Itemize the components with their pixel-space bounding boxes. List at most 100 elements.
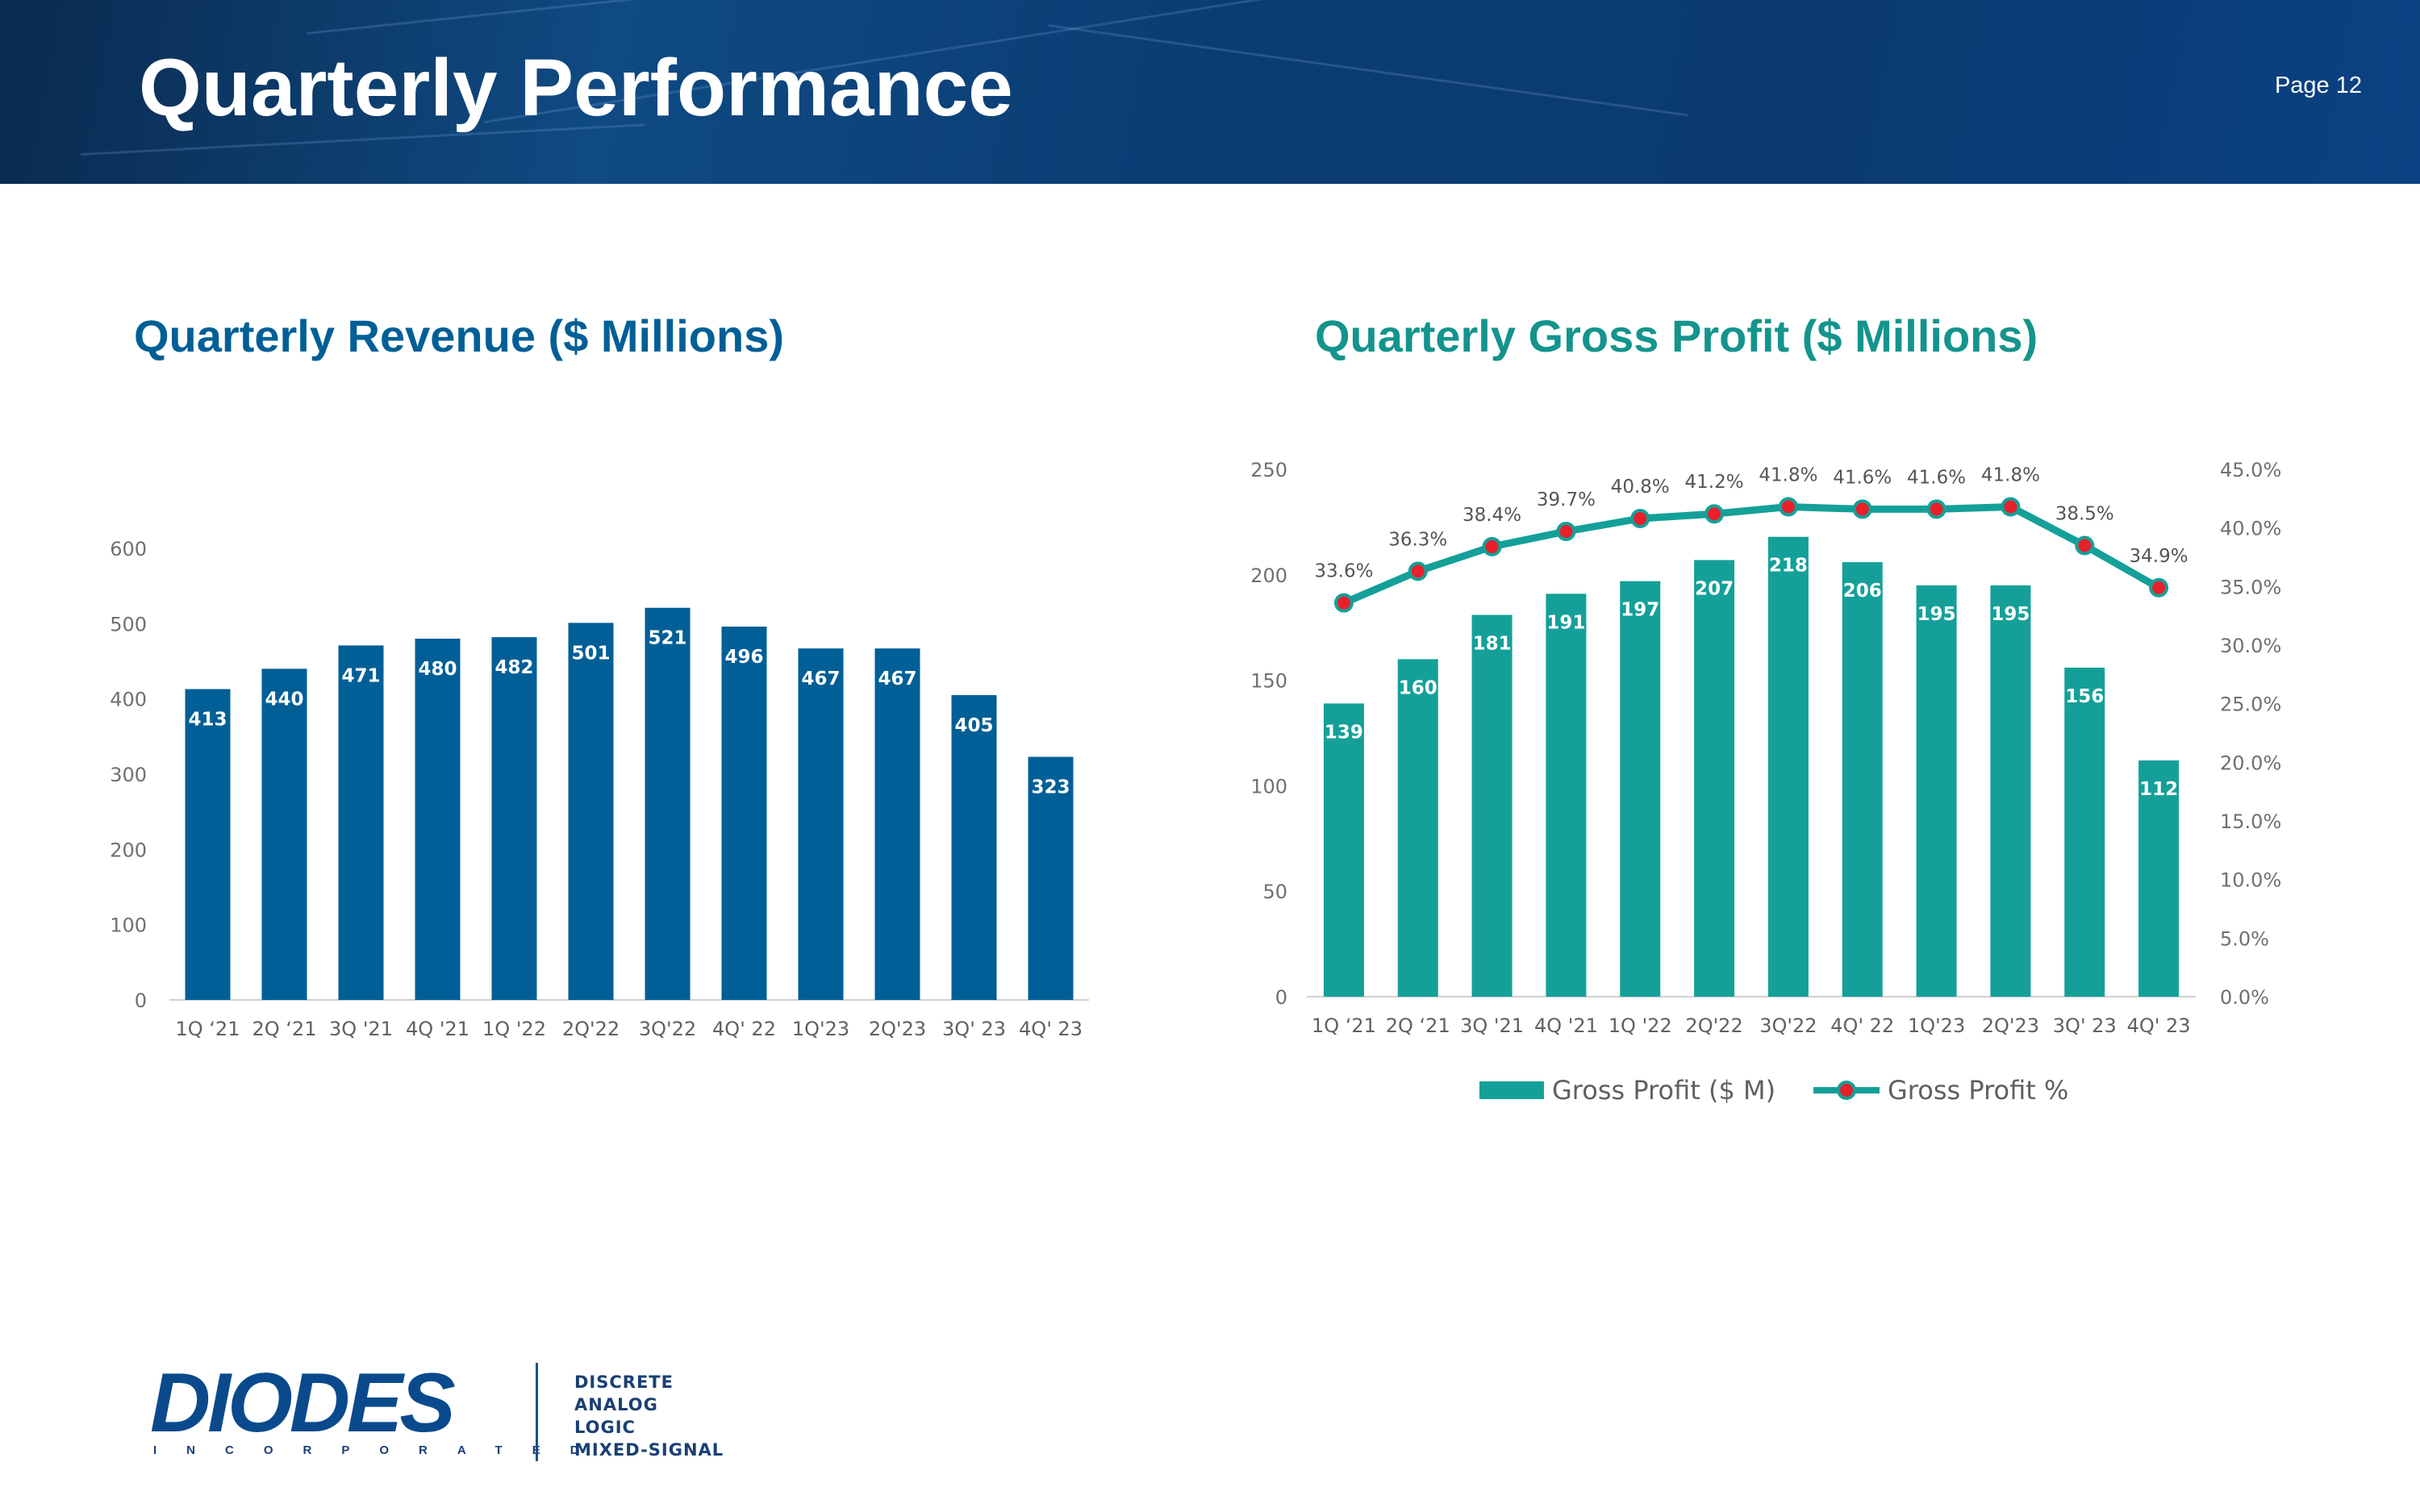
gp-y2-tick-label: 20.0% <box>2220 752 2281 774</box>
gp-percent-data-label: 38.5% <box>2055 503 2114 524</box>
revenue-x-tick-label: 1Q'23 <box>792 1018 849 1040</box>
revenue-data-label: 480 <box>418 659 457 680</box>
gp-bar-data-label: 195 <box>1917 604 1956 625</box>
revenue-data-label: 467 <box>801 669 840 689</box>
gp-y2-tick-label: 40.0% <box>2220 518 2281 540</box>
gp-percent-data-label: 41.8% <box>1759 465 1817 486</box>
gp-percent-point <box>1926 499 1946 519</box>
gp-x-tick-label: 4Q '21 <box>1534 1014 1598 1037</box>
gp-bar-data-label: 191 <box>1546 612 1585 633</box>
revenue-x-tick-label: 3Q'22 <box>639 1018 696 1040</box>
gp-x-tick-label: 1Q ‘21 <box>1312 1014 1376 1037</box>
revenue-bar <box>721 627 767 1000</box>
gp-y-tick-label: 50 <box>1262 881 1287 903</box>
gp-percent-data-label: 41.6% <box>1833 467 1892 488</box>
revenue-bar <box>645 607 691 1000</box>
gp-percent-point <box>1333 593 1354 613</box>
gp-bar-data-label: 139 <box>1325 722 1363 743</box>
revenue-bar <box>415 639 461 1000</box>
revenue-x-tick-label: 1Q ‘21 <box>176 1018 240 1040</box>
gp-legend-bar-label: Gross Profit ($ M) <box>1552 1075 1775 1106</box>
revenue-bar <box>491 637 537 1000</box>
diodes-logo: DIODES INCORPORATED DISCRETE ANALOG LOGI… <box>150 1356 731 1468</box>
logo-wordmark: DIODES <box>150 1356 456 1450</box>
gp-x-tick-label: 3Q '21 <box>1460 1014 1524 1037</box>
page-number: Page 12 <box>2274 73 2362 98</box>
revenue-x-tick-label: 2Q ‘21 <box>252 1018 317 1040</box>
gp-x-tick-label: 4Q' 23 <box>2127 1014 2191 1037</box>
gp-bar <box>2064 667 2105 997</box>
revenue-bar <box>261 669 307 1000</box>
revenue-y-tick-label: 100 <box>110 914 147 937</box>
revenue-x-tick-label: 4Q '21 <box>406 1018 469 1040</box>
gp-bar <box>1694 560 1735 997</box>
gp-y-tick-label: 100 <box>1250 775 1287 798</box>
gp-x-tick-label: 1Q '22 <box>1608 1014 1672 1037</box>
gp-legend-line-label: Gross Profit % <box>1888 1075 2068 1106</box>
gross-profit-chart: 0 50 100 150 200 250 0.0% 5.0% 10.0% 15.0% 20.0% 25… <box>1250 459 2281 1106</box>
gp-x-tick-label: 4Q' 22 <box>1830 1014 1894 1037</box>
header-banner: Quarterly Performance Page 12 <box>0 0 2420 184</box>
revenue-bar <box>951 695 997 1000</box>
gp-percent-data-label: 41.8% <box>1981 465 2040 486</box>
tagline-logic: LOGIC <box>574 1418 636 1437</box>
gp-x-tick-label: 3Q' 23 <box>2053 1014 2117 1037</box>
gp-bar <box>1397 659 1438 997</box>
gp-percent-point <box>1704 504 1725 524</box>
revenue-x-tick-label: 3Q' 23 <box>942 1018 1006 1040</box>
revenue-x-tick-label: 4Q' 22 <box>712 1018 776 1040</box>
gp-percent-point <box>1852 499 1872 519</box>
gp-y2-tick-label: 5.0% <box>2220 927 2269 950</box>
gp-percent-line <box>1342 503 2161 606</box>
revenue-y-tick-label: 500 <box>110 613 147 635</box>
revenue-data-label: 467 <box>878 669 916 689</box>
gp-bar <box>1323 703 1364 997</box>
logo-subtitle: INCORPORATED <box>153 1443 609 1457</box>
gp-bar <box>1916 585 1957 997</box>
gp-percent-point <box>1482 536 1502 556</box>
gp-x-tick-label: 2Q ‘21 <box>1386 1014 1450 1037</box>
gp-bar-data-label: 206 <box>1843 581 1882 602</box>
revenue-data-label: 471 <box>341 665 380 686</box>
gp-bar <box>1842 562 1883 997</box>
gp-percent-point <box>1778 497 1798 517</box>
gp-percent-point <box>1556 522 1576 542</box>
gp-bar-data-label: 181 <box>1473 634 1512 655</box>
gp-percent-data-label: 39.7% <box>1537 489 1596 510</box>
revenue-bar <box>568 623 614 1000</box>
tagline-mixed-signal: MIXED-SIGNAL <box>574 1440 724 1460</box>
gp-y-tick-label: 0 <box>1275 986 1287 1009</box>
gp-percent-data-label: 36.3% <box>1388 529 1447 550</box>
revenue-y-tick-label: 0 <box>135 989 147 1012</box>
gp-bar <box>1546 594 1587 997</box>
gp-percent-point <box>1630 509 1650 529</box>
gp-percent-point <box>1408 561 1428 581</box>
tagline-analog: ANALOG <box>574 1395 658 1414</box>
gp-bar-data-label: 160 <box>1399 677 1437 698</box>
gp-y-tick-label: 250 <box>1250 459 1287 481</box>
revenue-data-label: 496 <box>724 647 763 668</box>
gp-percent-data-label: 34.9% <box>2130 546 2188 567</box>
revenue-bar <box>1028 756 1074 1000</box>
gp-y2-tick-label: 35.0% <box>2220 576 2281 598</box>
revenue-chart-title: Quarterly Revenue ($ Millions) <box>134 310 784 361</box>
gp-bar-data-label: 195 <box>1991 604 2030 625</box>
revenue-y-tick-label: 200 <box>110 839 147 861</box>
gp-percent-data-label: 41.2% <box>1685 472 1744 493</box>
page-title: Quarterly Performance <box>139 43 1013 133</box>
gp-percent-data-label: 41.6% <box>1907 467 1966 488</box>
revenue-data-label: 413 <box>188 710 227 731</box>
gp-x-tick-label: 2Q'23 <box>1982 1014 2039 1037</box>
gp-y-tick-label: 150 <box>1250 670 1287 693</box>
gp-y2-tick-label: 30.0% <box>2220 635 2281 657</box>
gp-legend-line-marker <box>1837 1081 1856 1100</box>
revenue-data-label: 521 <box>648 628 686 649</box>
gp-bar-data-label: 207 <box>1695 578 1734 599</box>
revenue-data-label: 501 <box>571 643 610 664</box>
revenue-bar <box>874 648 920 1000</box>
revenue-y-tick-label: 600 <box>110 538 147 560</box>
gp-y2-tick-label: 10.0% <box>2220 869 2281 892</box>
revenue-x-tick-label: 3Q '21 <box>329 1018 393 1040</box>
gp-y2-tick-label: 45.0% <box>2220 459 2281 481</box>
